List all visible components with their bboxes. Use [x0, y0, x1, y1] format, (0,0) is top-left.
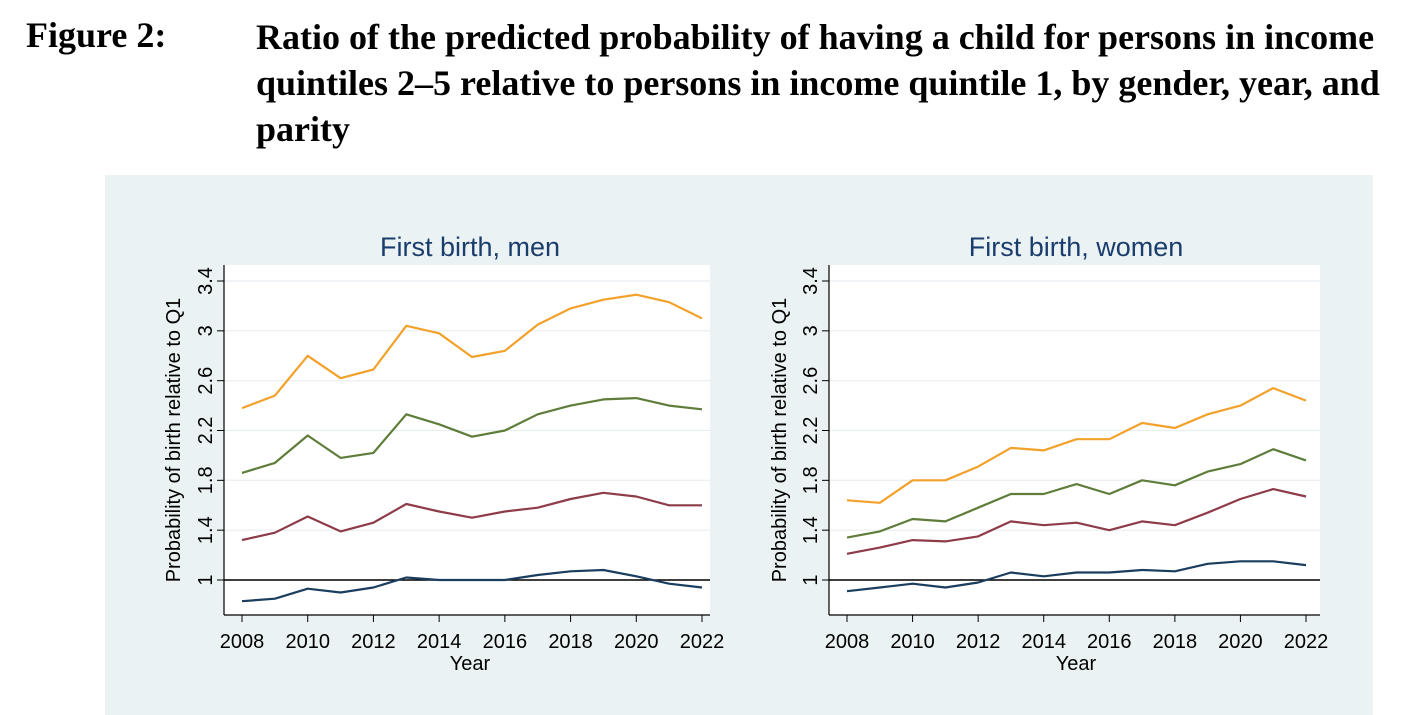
subplot-2: 1 1.4 1.8 2.2 2.6 3 3.4 2008 2010 2012 2014 2016 201… [769, 232, 1328, 675]
subplot-title: First birth, men [380, 232, 560, 262]
x-tick-label: 2016 [1087, 631, 1132, 653]
x-tick-label: 2010 [890, 631, 935, 653]
y-tick-label: 2.6 [800, 367, 822, 395]
y-tick-label: 1.8 [800, 466, 822, 494]
x-tick-label: 2022 [680, 631, 725, 653]
x-tick-label: 2020 [1218, 631, 1263, 653]
series-line-q3 [846, 488, 1307, 555]
x-tick-label: 2014 [1021, 631, 1066, 653]
x-tick-label: 2012 [956, 631, 1001, 653]
y-tick-label: 1.4 [195, 516, 217, 544]
x-tick-label: 2022 [1284, 631, 1329, 653]
series-line-q2 [241, 568, 703, 603]
y-tick-label: 2.2 [800, 417, 822, 445]
x-tick-label: 2010 [285, 631, 330, 653]
y-tick-label: 1.8 [195, 466, 217, 494]
x-tick-label: 2012 [351, 631, 396, 653]
x-tick-label: 2008 [220, 631, 265, 653]
x-tick-label: 2008 [825, 631, 870, 653]
chart-canvas: 1 1.4 1.8 2.2 2.6 3 3.4 2008 2010 2012 2014 2016 201… [163, 232, 1328, 675]
series-line-q4 [241, 397, 703, 474]
subplot-1: 1 1.4 1.8 2.2 2.6 3 3.4 2008 2010 2012 2014 2016 201… [163, 232, 724, 675]
figure-caption: Ratio of the predicted probability of ha… [256, 17, 1380, 149]
y-tick-label: 3.4 [800, 267, 822, 295]
series-line-q5 [241, 293, 703, 410]
y-axis-label: Probability of birth relative to Q1 [163, 298, 185, 583]
x-tick-label: 2018 [1153, 631, 1198, 653]
y-tick-label: 1 [800, 574, 822, 585]
y-tick-label: 3.4 [195, 267, 217, 295]
x-tick-label: 2014 [417, 631, 462, 653]
y-tick-label: 3 [800, 325, 822, 336]
figure-label: Figure 2: [26, 15, 167, 55]
y-tick-label: 1.4 [800, 516, 822, 544]
subplot-title: First birth, women [969, 232, 1184, 262]
figure-header: Figure 2: Ratio of the predicted probabi… [0, 0, 1421, 170]
x-axis-label: Year [450, 653, 491, 675]
y-tick-label: 2.6 [195, 367, 217, 395]
x-tick-label: 2016 [483, 631, 528, 653]
x-axis-label: Year [1056, 653, 1097, 675]
x-tick-label: 2020 [614, 631, 659, 653]
plot-area [224, 265, 710, 615]
y-tick-label: 3 [195, 325, 217, 336]
chart-panel: 1 1.4 1.8 2.2 2.6 3 3.4 2008 2010 2012 2014 2016 201… [105, 175, 1373, 715]
x-tick-label: 2018 [548, 631, 593, 653]
series-line-q4 [846, 448, 1307, 539]
series-line-q3 [241, 491, 702, 542]
series-line-q2 [846, 560, 1307, 593]
y-axis-label: Probability of birth relative to Q1 [769, 298, 791, 583]
y-tick-label: 2.2 [195, 417, 217, 445]
y-tick-label: 1 [195, 574, 217, 585]
series-line-q5 [846, 387, 1307, 504]
